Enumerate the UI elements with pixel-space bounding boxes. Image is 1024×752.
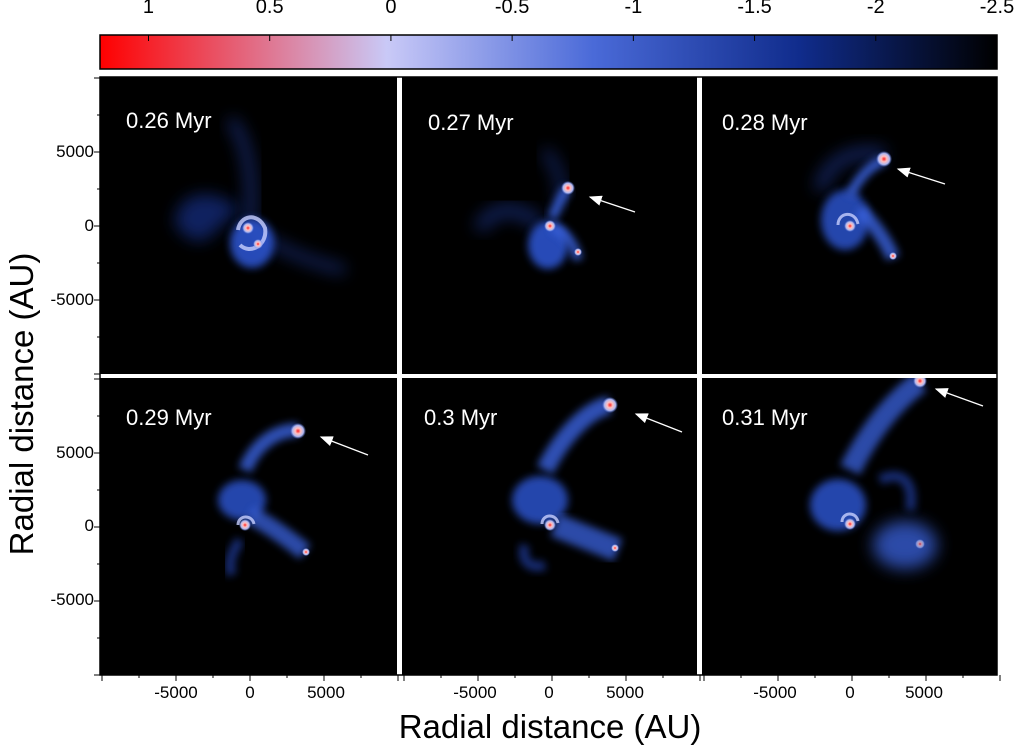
y-axis-label: Radial distance (AU) xyxy=(3,252,40,556)
panel-5-time: 0.3 Myr xyxy=(424,405,498,430)
panel-3-structure xyxy=(814,146,900,261)
x-tick-label: 0 xyxy=(245,683,255,702)
x-tick-label: -5000 xyxy=(154,683,198,702)
panel-1-time: 0.26 Myr xyxy=(126,108,212,133)
colorbar-tick-label: -1.5 xyxy=(737,0,772,18)
x-tick-label: 0 xyxy=(544,683,554,702)
panel-6-structure xyxy=(810,378,937,569)
panel-5-structure xyxy=(512,396,623,572)
panel-3-time: 0.28 Myr xyxy=(722,110,808,135)
panel-6-time: 0.31 Myr xyxy=(722,405,808,430)
x-tick-label: 5000 xyxy=(307,683,345,702)
y-tick-label: -5000 xyxy=(50,590,94,609)
panel-2-time: 0.27 Myr xyxy=(428,110,514,135)
panel-4-structure xyxy=(218,423,311,577)
colorbar xyxy=(99,34,998,70)
x-tick-label: 5000 xyxy=(905,683,943,702)
plot-frame xyxy=(99,76,998,676)
y-tick-label: 5000 xyxy=(56,142,94,161)
panel-2-structure xyxy=(473,147,583,269)
colorbar-tick-label: -2.5 xyxy=(979,0,1015,18)
colorbar-tick-label: -1 xyxy=(624,0,643,18)
y-tick-label: 5000 xyxy=(56,443,94,462)
arrow-panel-6 xyxy=(934,388,984,407)
arrow-panel-5 xyxy=(634,413,683,433)
colorbar-tick-label: -0.5 xyxy=(494,0,530,18)
y-tick-label: 0 xyxy=(84,216,94,235)
x-tick-label: -5000 xyxy=(753,683,797,702)
arrow-panel-4 xyxy=(319,436,369,456)
panel-1-structure xyxy=(175,116,346,275)
colorbar-tick-label: 0.5 xyxy=(255,0,284,18)
y-tick-label: -5000 xyxy=(50,290,94,309)
axis-tick-marks xyxy=(94,77,1001,681)
x-axis-label: Radial distance (AU) xyxy=(398,708,702,745)
colorbar-tick-label: 1 xyxy=(142,0,155,18)
arrow-panel-3 xyxy=(896,167,946,185)
colorbar-tick-label: 0 xyxy=(385,0,397,18)
colorbar-ticks xyxy=(147,35,998,41)
x-tick-label: 0 xyxy=(845,683,855,702)
colorbar-tick-label: -2 xyxy=(866,0,885,18)
panel-4-time: 0.29 Myr xyxy=(126,405,212,430)
y-tick-label: 0 xyxy=(84,516,94,535)
x-tick-label: 5000 xyxy=(606,683,644,702)
x-tick-label: -5000 xyxy=(453,683,497,702)
arrow-panel-2 xyxy=(588,195,636,213)
